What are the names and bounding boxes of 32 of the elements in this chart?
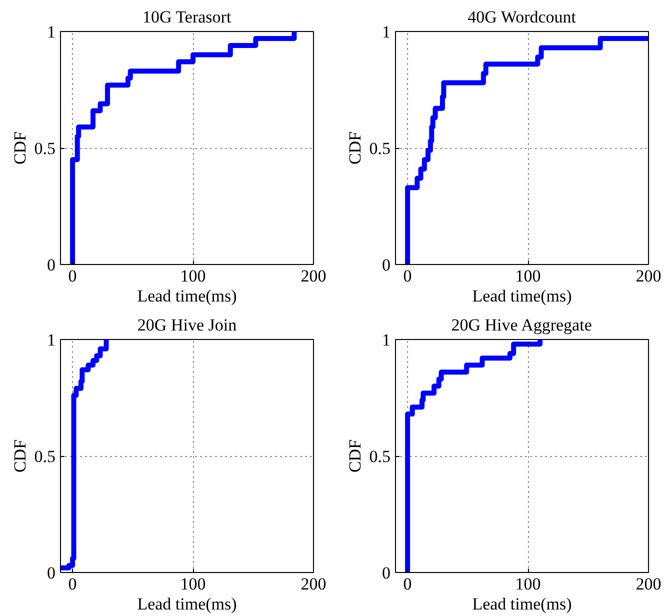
y-tick-label: 1 [47,22,56,42]
chart-title: 40G Wordcount [468,8,576,26]
y-axis-title: CDF [345,439,364,473]
x-tick-label: 200 [300,266,326,286]
x-tick-label: 200 [300,574,326,594]
x-tick-label: 0 [68,266,77,286]
x-axis-title: Lead time(ms) [472,286,572,306]
x-tick-label: 200 [636,574,662,594]
chart-title: 10G Terasort [142,8,232,26]
y-tick-label: 0.5 [34,139,56,158]
x-tick-label: 0 [68,574,77,594]
x-tick-label: 100 [180,266,206,286]
y-axis-title: CDF [10,131,30,165]
chart-title: 20G Hive Aggregate [451,316,592,334]
y-tick-label: 0.5 [34,447,56,466]
x-axis-title: Lead time(ms) [472,594,572,614]
x-tick-label: 0 [403,574,412,594]
y-tick-label: 0.5 [369,139,390,158]
chart-title: 20G Hive Join [137,316,238,334]
y-tick-label: 0.5 [369,447,390,466]
x-tick-label: 200 [636,266,662,286]
x-tick-label: 0 [403,266,412,286]
y-tick-label: 1 [382,330,390,350]
x-tick-label: 100 [515,574,541,594]
y-tick-label: 1 [382,22,390,42]
y-tick-label: 1 [47,330,56,350]
x-axis-title: Lead time(ms) [137,594,237,614]
x-axis-title: Lead time(ms) [137,286,237,306]
y-axis-title: CDF [10,439,30,473]
x-tick-label: 100 [515,266,541,286]
y-axis-title: CDF [345,131,364,165]
x-tick-label: 100 [180,574,206,594]
